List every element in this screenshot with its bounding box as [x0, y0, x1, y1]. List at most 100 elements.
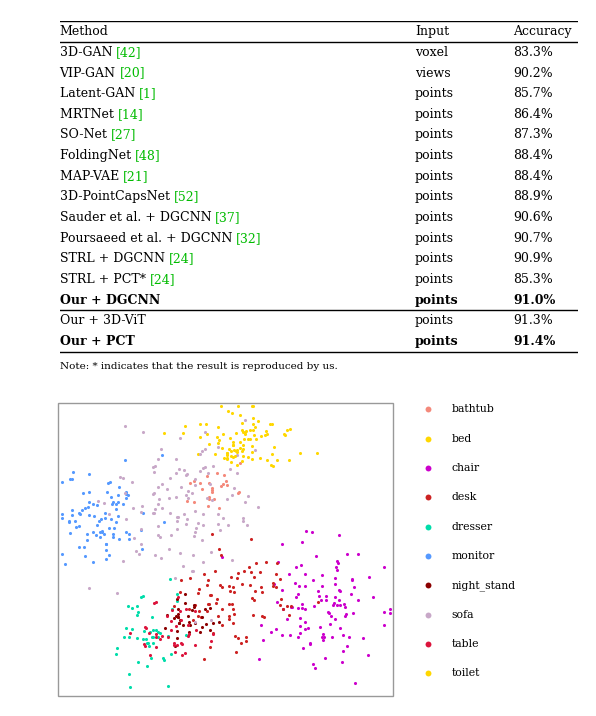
- Point: [101, 544, 111, 556]
- Point: [80, 550, 89, 561]
- Text: [27]: [27]: [110, 128, 136, 142]
- Point: [173, 516, 182, 527]
- Point: [331, 579, 340, 590]
- Point: [301, 568, 311, 579]
- Point: [190, 616, 199, 627]
- Point: [348, 608, 358, 619]
- Point: [182, 513, 191, 524]
- Point: [197, 483, 207, 494]
- Point: [349, 581, 359, 593]
- Point: [100, 528, 109, 540]
- Text: Our + DGCNN: Our + DGCNN: [60, 294, 160, 306]
- Point: [92, 519, 102, 531]
- Point: [128, 624, 137, 635]
- Point: [217, 581, 226, 593]
- Point: [173, 591, 182, 602]
- Point: [247, 440, 256, 452]
- Point: [326, 610, 336, 621]
- Text: [37]: [37]: [215, 211, 241, 224]
- Point: [203, 468, 213, 479]
- Point: [138, 508, 148, 519]
- Point: [198, 462, 207, 473]
- Point: [315, 621, 325, 632]
- Point: [70, 516, 80, 527]
- Point: [231, 445, 241, 456]
- Text: [48]: [48]: [135, 149, 160, 162]
- Text: 85.3%: 85.3%: [513, 273, 553, 286]
- Point: [159, 654, 169, 666]
- Point: [283, 424, 292, 435]
- Point: [226, 445, 235, 457]
- Point: [150, 504, 160, 516]
- Point: [214, 442, 224, 453]
- Point: [317, 632, 327, 643]
- Point: [235, 458, 244, 469]
- Point: [326, 618, 336, 629]
- Point: [313, 596, 323, 608]
- Point: [84, 496, 94, 508]
- Point: [199, 653, 209, 664]
- Point: [187, 604, 197, 616]
- Point: [228, 599, 237, 610]
- Point: [148, 637, 158, 649]
- Text: Input: Input: [415, 25, 449, 38]
- Point: [171, 611, 181, 622]
- Point: [380, 619, 389, 631]
- Point: [287, 601, 296, 612]
- Point: [156, 531, 165, 543]
- Point: [321, 594, 331, 605]
- Point: [172, 523, 182, 535]
- Point: [243, 451, 253, 463]
- Point: [333, 555, 342, 566]
- Point: [145, 626, 155, 638]
- Point: [195, 431, 205, 442]
- Point: [114, 495, 123, 507]
- Point: [101, 538, 110, 550]
- Point: [155, 627, 164, 639]
- Text: desk: desk: [451, 493, 477, 503]
- Point: [241, 632, 250, 643]
- Point: [105, 550, 114, 561]
- Point: [173, 611, 183, 623]
- Point: [238, 439, 248, 450]
- Point: [219, 470, 229, 481]
- Point: [379, 561, 389, 572]
- Point: [296, 559, 306, 571]
- Point: [148, 624, 158, 636]
- Point: [184, 611, 193, 622]
- Point: [244, 490, 253, 502]
- Point: [297, 599, 306, 610]
- Point: [293, 632, 302, 643]
- Text: 91.0%: 91.0%: [513, 294, 555, 306]
- Text: voxel: voxel: [415, 46, 448, 59]
- Point: [85, 468, 94, 479]
- Point: [178, 649, 187, 661]
- Point: [60, 558, 70, 570]
- Point: [131, 546, 141, 557]
- Point: [164, 492, 173, 503]
- Point: [64, 516, 73, 527]
- Point: [143, 638, 153, 649]
- Point: [173, 608, 183, 619]
- Point: [222, 480, 232, 491]
- Point: [201, 618, 211, 629]
- Point: [423, 492, 433, 503]
- Point: [149, 487, 159, 498]
- Point: [198, 508, 207, 519]
- Point: [75, 508, 85, 520]
- Point: [254, 654, 263, 665]
- Point: [151, 641, 160, 652]
- Point: [170, 613, 179, 624]
- Point: [331, 591, 340, 602]
- Point: [226, 463, 235, 475]
- Point: [198, 519, 207, 531]
- Point: [213, 437, 223, 448]
- Point: [172, 639, 182, 650]
- Point: [179, 508, 188, 520]
- Point: [209, 493, 219, 504]
- Text: Our + PCT: Our + PCT: [60, 335, 134, 348]
- Point: [237, 424, 247, 435]
- Point: [229, 608, 239, 619]
- Text: Our + 3D-ViT: Our + 3D-ViT: [60, 314, 145, 327]
- Point: [279, 603, 288, 614]
